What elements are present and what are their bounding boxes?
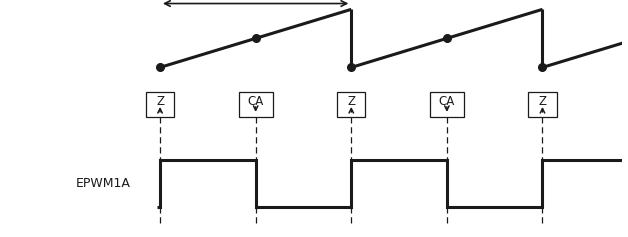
Text: $T_{\rm PWM}$ = 2.5 µs: $T_{\rm PWM}$ = 2.5 µs <box>207 0 304 2</box>
Text: CA: CA <box>439 95 455 108</box>
Text: Z: Z <box>156 95 164 108</box>
Bar <box>146 92 174 117</box>
Text: EPWM1A: EPWM1A <box>75 177 130 190</box>
Bar <box>430 92 464 117</box>
Bar <box>239 92 273 117</box>
Bar <box>337 92 365 117</box>
Text: CA: CA <box>247 95 264 108</box>
Text: Z: Z <box>347 95 355 108</box>
Bar <box>528 92 556 117</box>
Text: Z: Z <box>538 95 546 108</box>
